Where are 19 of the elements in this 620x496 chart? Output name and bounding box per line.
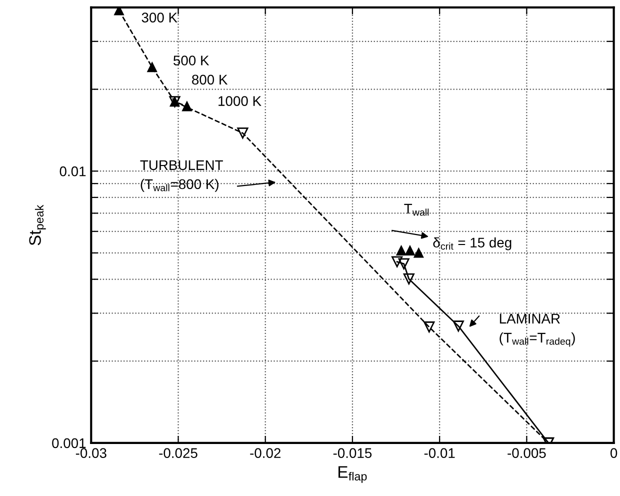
x-tick-label: -0.02	[250, 448, 280, 458]
x-tick-label: -0.015	[333, 448, 372, 458]
annotation: 300 K	[142, 12, 178, 22]
annotation: 1000 K	[218, 96, 262, 106]
y-tick-label: 0.01	[60, 166, 86, 176]
x-tick-label: 0	[610, 448, 618, 458]
annotation: 800 K	[192, 74, 228, 85]
annotation: TURBULENT (T$_{wall}$=800 K)	[140, 160, 223, 192]
annotation: T$_{wall}$	[404, 204, 429, 216]
x-axis-title: E$_{flap}$	[338, 466, 367, 483]
annotation: δ$_{crit}$ = 15 deg	[433, 237, 512, 250]
y-tick-label: 0.001	[52, 438, 86, 448]
annotation: 500 K	[174, 56, 210, 66]
y-axis-title: St$_{peak}$	[29, 204, 46, 246]
x-tick-label: -0.025	[159, 448, 198, 458]
x-tick-label: -0.01	[424, 448, 455, 458]
x-tick-label: -0.03	[76, 448, 106, 458]
annotation: LAMINAR (T$_{wall}$=T$_{radeq}$)	[500, 314, 575, 347]
x-tick-label: -0.005	[508, 448, 546, 458]
